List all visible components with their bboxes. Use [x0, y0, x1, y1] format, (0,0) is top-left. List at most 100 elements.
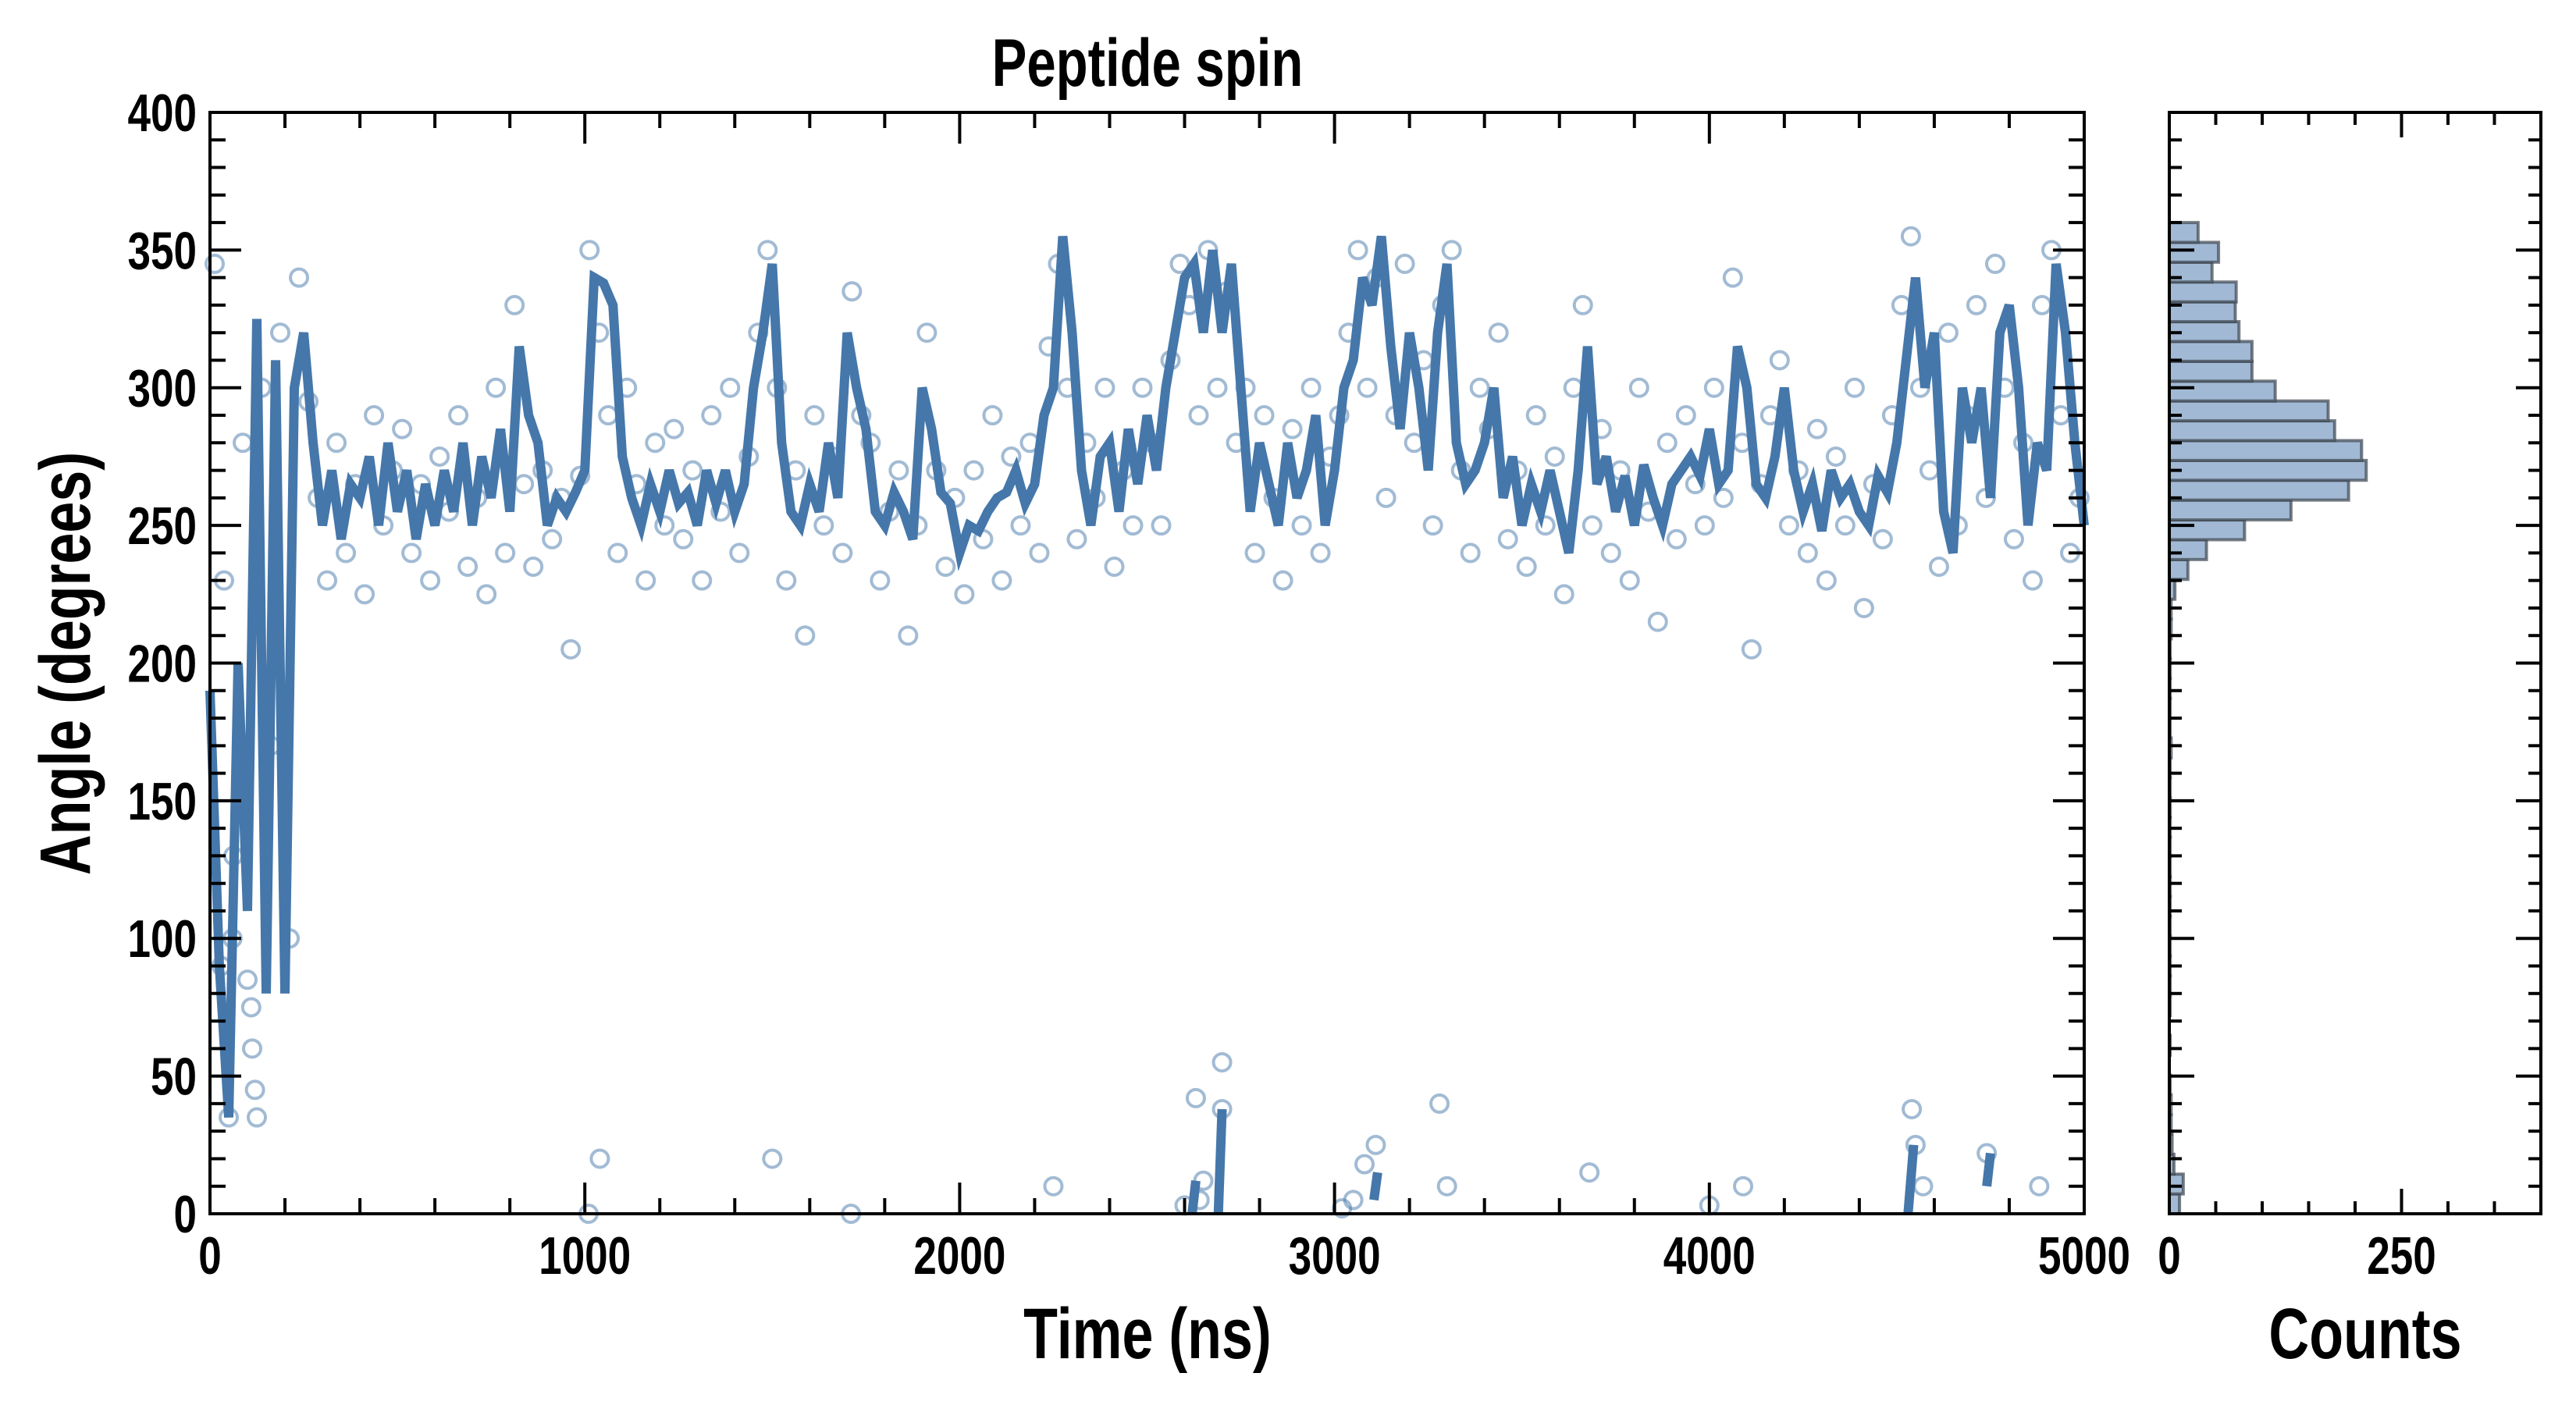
scatter-point — [673, 528, 694, 550]
scatter-point — [645, 432, 666, 454]
smoothed-line-wrap-segment — [1982, 1152, 1995, 1187]
scatter-point — [354, 584, 375, 605]
scatter-point — [963, 460, 984, 481]
scatter-point — [870, 570, 891, 591]
scatter-point — [1902, 1098, 1923, 1119]
scatter-point — [1844, 377, 1865, 398]
smoothed-line-path — [205, 235, 2089, 1118]
scatter-point — [757, 240, 778, 261]
scatter-point — [1797, 542, 1818, 564]
histogram-bar — [2168, 498, 2293, 522]
scatter-point — [244, 1080, 265, 1101]
scatter-point — [326, 432, 347, 454]
scatter-point — [1900, 226, 1921, 247]
scatter-point — [1291, 515, 1312, 536]
scatter-point — [1872, 528, 1893, 550]
scatter-point — [514, 474, 535, 495]
scatter-point — [1254, 405, 1275, 426]
scatter-point — [1853, 597, 1874, 618]
scatter-point — [1212, 1051, 1233, 1072]
y-tick-label: 100 — [128, 909, 197, 969]
scatter-point — [1544, 446, 1565, 467]
scatter-point — [1010, 515, 1031, 536]
scatter-point — [1422, 515, 1443, 536]
scatter-point — [598, 405, 619, 426]
scatter-point — [635, 570, 656, 591]
scatter-point — [1834, 515, 1856, 536]
scatter-point — [1816, 570, 1837, 591]
scatter-point — [664, 418, 685, 439]
scatter-point — [1912, 1176, 1934, 1197]
scatter-point — [1244, 542, 1265, 564]
scatter-point — [240, 997, 262, 1018]
scatter-point — [1553, 584, 1574, 605]
scatter-point — [701, 405, 722, 426]
scatter-point — [1488, 322, 1509, 343]
scatter-point — [1272, 570, 1293, 591]
histogram-bar — [2168, 240, 2221, 264]
scatter-point — [1436, 1176, 1457, 1197]
scatter-point — [2022, 570, 2043, 591]
scatter-point — [579, 240, 600, 261]
scatter-point — [2003, 528, 2024, 550]
histogram-bars — [2168, 221, 2368, 1216]
scatter-point — [1703, 377, 1724, 398]
scatter-point — [205, 254, 226, 275]
histogram-bar — [2168, 439, 2364, 462]
scatter-point — [1628, 377, 1649, 398]
scatter-point — [392, 418, 413, 439]
x-tick-label: 4000 — [1663, 1226, 1756, 1286]
smoothed-line-wrap-segment — [1213, 1108, 1227, 1215]
scatter-point — [804, 405, 825, 426]
scatter-point — [1919, 460, 1940, 481]
scatter-point — [1043, 1176, 1064, 1197]
scatter-point — [935, 557, 956, 578]
scatter-point — [1347, 240, 1368, 261]
scatter-point — [1825, 446, 1846, 467]
scatter-point — [1188, 405, 1209, 426]
scatter-point — [682, 460, 703, 481]
scatter-point — [242, 1038, 263, 1059]
scatter-points — [205, 226, 2090, 1224]
scatter-point — [1441, 240, 1462, 261]
scatter-point — [1525, 405, 1546, 426]
smoothed-line — [205, 235, 2089, 1215]
scatter-point — [457, 557, 479, 578]
scatter-point — [233, 432, 254, 454]
x-tick-label: 1000 — [539, 1226, 631, 1286]
scatter-point — [654, 515, 675, 536]
scatter-point — [841, 281, 863, 302]
histogram-bar — [2168, 538, 2208, 561]
histogram-bar — [2168, 478, 2350, 502]
scatter-point — [1394, 254, 1415, 275]
text-labels: Peptide spin Time (ns) Angle (degrees) C… — [25, 26, 2461, 1374]
y-tick-label: 200 — [128, 634, 197, 693]
scatter-point — [401, 542, 422, 564]
histogram-axis-ticks — [2168, 111, 2542, 1215]
scatter-point — [1001, 446, 1022, 467]
scatter-point — [1357, 377, 1378, 398]
scatter-point — [2050, 405, 2071, 426]
scatter-point — [420, 570, 441, 591]
histogram-bar — [2168, 359, 2254, 383]
scatter-point — [336, 542, 357, 564]
scatter-point — [1282, 418, 1303, 439]
y-axis-label: Angle (degrees) — [25, 452, 105, 875]
y-tick-label: 150 — [128, 772, 197, 831]
hist-x-tick-label: 250 — [2367, 1226, 2435, 1286]
scatter-point — [1656, 432, 1678, 454]
scatter-point — [1666, 528, 1687, 550]
scatter-point — [1029, 542, 1050, 564]
x-tick-label: 2000 — [913, 1226, 1005, 1286]
chart-title: Peptide spin — [992, 26, 1304, 101]
y-tick-label: 0 — [173, 1185, 197, 1244]
histogram-bar — [2168, 280, 2238, 304]
scatter-point — [1535, 515, 1556, 536]
scatter-point — [916, 322, 938, 343]
scatter-point — [1497, 528, 1518, 550]
scatter-point — [1579, 1162, 1600, 1183]
scatter-point — [607, 542, 628, 564]
x-tick-label: 5000 — [2038, 1226, 2130, 1286]
scatter-point — [1354, 1154, 1375, 1175]
histogram-bar — [2168, 458, 2368, 482]
